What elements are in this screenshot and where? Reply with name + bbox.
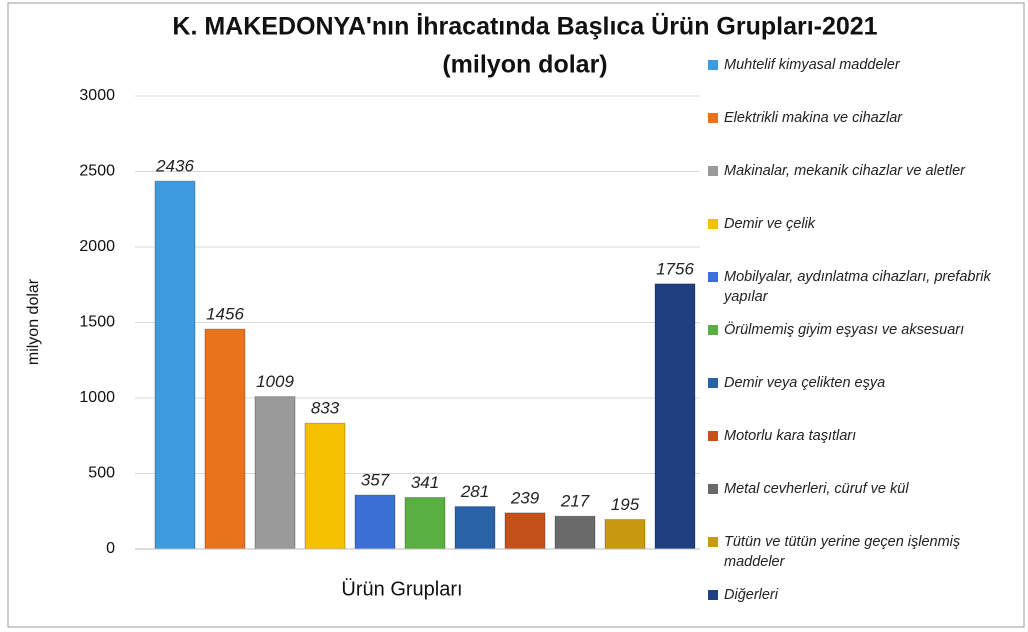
- legend-item: Tütün ve tütün yerine geçen işlenmiş mad…: [708, 532, 1018, 572]
- legend-swatch: [708, 590, 718, 600]
- bar: [354, 494, 396, 550]
- legend-label: Diğerleri: [724, 587, 778, 603]
- value-label: 1456: [206, 305, 244, 324]
- bar: [204, 328, 246, 550]
- bar: [504, 512, 546, 550]
- legend-swatch: [708, 325, 718, 335]
- value-label: 217: [560, 492, 590, 511]
- legend-label: Tütün ve tütün yerine geçen işlenmiş mad…: [724, 534, 961, 570]
- legend-label: Demir ve çelik: [724, 216, 816, 232]
- value-label: 239: [510, 488, 540, 507]
- bar: [304, 422, 346, 550]
- value-label: 195: [611, 495, 640, 514]
- bar: [654, 283, 696, 550]
- chart-title: K. MAKEDONYA'nın İhracatında Başlıca Ürü…: [172, 12, 877, 41]
- legend-swatch: [708, 431, 718, 441]
- legend-item: Örülmemiş giyim eşyası ve aksesuarı: [708, 320, 1018, 340]
- value-label: 357: [361, 471, 390, 490]
- value-label: 1756: [656, 259, 694, 278]
- value-label: 833: [311, 399, 340, 418]
- legend-item: Metal cevherleri, cüruf ve kül: [708, 479, 1018, 499]
- legend-label: Örülmemiş giyim eşyası ve aksesuarı: [724, 322, 965, 338]
- legend-label: Motorlu kara taşıtları: [724, 428, 857, 444]
- legend-item: Muhtelif kimyasal maddeler: [708, 55, 1018, 75]
- value-label: 1009: [256, 372, 294, 391]
- y-tick-label: 3000: [79, 87, 115, 104]
- frame: [7, 2, 1025, 628]
- legend-item: Motorlu kara taşıtları: [708, 426, 1018, 446]
- y-tick-label: 2500: [79, 163, 115, 180]
- legend-swatch: [708, 537, 718, 547]
- legend-label: Makinalar, mekanik cihazlar ve aletler: [724, 163, 965, 179]
- y-tick-label: 1000: [79, 389, 115, 406]
- y-tick-label: 1500: [79, 314, 115, 331]
- legend-item: Elektrikli makina ve cihazlar: [708, 108, 1018, 128]
- y-axis-label: milyon dolar: [25, 278, 42, 365]
- legend-item: Makinalar, mekanik cihazlar ve aletler: [708, 161, 1018, 181]
- legend-swatch: [708, 484, 718, 494]
- bar: [154, 180, 196, 550]
- value-label: 341: [411, 473, 439, 492]
- legend-swatch: [708, 219, 718, 229]
- legend-label: Muhtelif kimyasal maddeler: [724, 57, 900, 73]
- value-label: 2436: [155, 157, 194, 176]
- y-tick-label: 500: [88, 465, 115, 482]
- value-label: 281: [460, 482, 489, 501]
- bar: [404, 497, 446, 550]
- legend-item: Diğerleri: [708, 585, 1018, 605]
- x-axis-label: Ürün Grupları: [341, 578, 462, 600]
- legend-swatch: [708, 113, 718, 123]
- bar: [554, 515, 596, 550]
- y-tick-label: 0: [106, 540, 115, 557]
- legend-swatch: [708, 60, 718, 70]
- legend-label: Demir veya çelikten eşya: [724, 375, 886, 391]
- bar: [454, 506, 496, 550]
- legend-label: Elektrikli makina ve cihazlar: [724, 110, 903, 126]
- legend-swatch: [708, 166, 718, 176]
- y-tick-label: 2000: [79, 238, 115, 255]
- legend-label: Mobilyalar, aydınlatma cihazları, prefab…: [724, 269, 991, 305]
- legend-swatch: [708, 378, 718, 388]
- bar: [604, 519, 646, 550]
- legend-label: Metal cevherleri, cüruf ve kül: [724, 481, 909, 497]
- legend-item: Demir veya çelikten eşya: [708, 373, 1018, 393]
- legend-item: Demir ve çelik: [708, 214, 1018, 234]
- bar: [254, 396, 296, 550]
- legend-item: Mobilyalar, aydınlatma cihazları, prefab…: [708, 267, 1018, 307]
- chart-subtitle: (milyon dolar): [442, 51, 607, 79]
- legend-swatch: [708, 272, 718, 282]
